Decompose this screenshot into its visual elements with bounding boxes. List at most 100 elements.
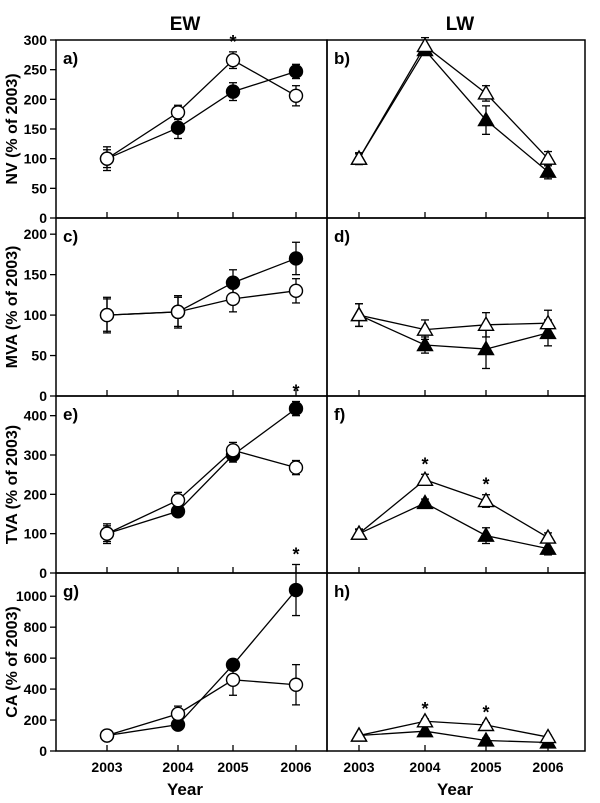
y-tick-label: 50 bbox=[31, 180, 47, 196]
series-line bbox=[106, 589, 297, 737]
data-point bbox=[99, 307, 115, 323]
panel-h: 2003 2004 2005 2006 h) * * bbox=[326, 572, 586, 775]
data-point bbox=[170, 105, 186, 120]
y-tick-label: 0 bbox=[39, 743, 47, 759]
panel-frame bbox=[326, 39, 586, 219]
data-point bbox=[288, 64, 304, 79]
significance-star: * bbox=[229, 32, 236, 52]
panel-label: f) bbox=[334, 405, 345, 424]
panel-f: f) * * bbox=[326, 395, 586, 574]
y-axis-label: NV (% of 2003) bbox=[4, 73, 21, 184]
x-tick-label: 2005 bbox=[217, 759, 248, 775]
x-axis-title-right: Year bbox=[437, 780, 473, 799]
data-point bbox=[225, 291, 241, 307]
y-tick-label: 200 bbox=[24, 486, 48, 502]
series-line bbox=[106, 679, 297, 737]
y-tick-label: 0 bbox=[39, 210, 47, 226]
data-point bbox=[350, 524, 368, 540]
series-line bbox=[358, 730, 549, 744]
data-point bbox=[539, 162, 557, 178]
data-point bbox=[288, 460, 304, 475]
series-line bbox=[358, 314, 549, 331]
x-tick-label: 2004 bbox=[162, 759, 193, 775]
y-tick-label: 50 bbox=[31, 348, 47, 364]
y-tick-label: 0 bbox=[39, 565, 47, 581]
x-tick-label: 2003 bbox=[343, 759, 374, 775]
data-point bbox=[170, 304, 186, 320]
data-point bbox=[170, 706, 186, 722]
panel-d: d) bbox=[326, 217, 586, 397]
data-point bbox=[288, 677, 304, 692]
significance-star: * bbox=[482, 475, 489, 495]
y-tick-label: 0 bbox=[39, 388, 47, 404]
data-point bbox=[477, 315, 495, 331]
data-point bbox=[225, 657, 241, 672]
data-point bbox=[539, 149, 557, 165]
series-line bbox=[106, 290, 297, 316]
y-axis-label: MVA (% of 2003) bbox=[4, 246, 21, 369]
series-line bbox=[358, 48, 549, 173]
series-line bbox=[358, 314, 549, 350]
data-point bbox=[477, 84, 495, 100]
data-point bbox=[170, 493, 186, 508]
panel-a: 0 50 100 150 200 250 300 NV (% of 2003) a) * bbox=[4, 32, 328, 226]
data-point bbox=[477, 111, 495, 127]
data-point bbox=[539, 314, 557, 330]
panel-label: a) bbox=[63, 49, 78, 68]
series-line bbox=[106, 449, 297, 535]
data-point bbox=[288, 401, 304, 416]
series-line bbox=[358, 44, 549, 160]
y-tick-label: 800 bbox=[24, 619, 48, 635]
y-tick-label: 200 bbox=[24, 91, 48, 107]
significance-star: * bbox=[292, 382, 299, 402]
series-line bbox=[106, 408, 297, 535]
data-point bbox=[416, 37, 434, 53]
data-point bbox=[288, 251, 304, 266]
panel-label: h) bbox=[334, 582, 350, 601]
data-point bbox=[99, 526, 115, 541]
data-point bbox=[225, 672, 241, 687]
data-point bbox=[539, 528, 557, 544]
data-point bbox=[477, 526, 495, 542]
significance-star: * bbox=[421, 454, 428, 474]
data-point bbox=[225, 84, 241, 99]
x-tick-label: 2005 bbox=[470, 759, 501, 775]
panel-label: g) bbox=[63, 582, 79, 601]
y-axis-label: CA (% of 2003) bbox=[4, 606, 21, 717]
y-tick-label: 400 bbox=[24, 408, 48, 424]
y-tick-label: 100 bbox=[24, 526, 48, 542]
y-tick-label: 250 bbox=[24, 62, 48, 78]
series-line bbox=[358, 502, 549, 550]
y-tick-label: 200 bbox=[24, 712, 48, 728]
series-line bbox=[106, 70, 297, 160]
y-tick-label: 150 bbox=[24, 267, 48, 283]
significance-star: * bbox=[482, 703, 489, 723]
data-point bbox=[225, 52, 241, 68]
x-tick-label: 2006 bbox=[532, 759, 563, 775]
panel-b: b) bbox=[326, 36, 586, 219]
x-tick-label: 2006 bbox=[280, 759, 311, 775]
x-tick-label: 2004 bbox=[409, 759, 440, 775]
col-title-ew: EW bbox=[170, 14, 201, 35]
data-point bbox=[225, 275, 241, 290]
data-point bbox=[288, 582, 304, 598]
y-tick-label: 400 bbox=[24, 681, 48, 697]
panel-label: e) bbox=[63, 405, 78, 424]
data-point bbox=[99, 728, 115, 743]
series-line bbox=[106, 59, 297, 160]
y-tick-label: 300 bbox=[24, 32, 48, 48]
data-point bbox=[416, 470, 434, 486]
data-point bbox=[416, 494, 434, 510]
x-axis-title-left: Year bbox=[167, 780, 203, 799]
y-tick-label: 150 bbox=[24, 121, 48, 137]
data-point bbox=[539, 539, 557, 555]
x-tick-label: 2003 bbox=[91, 759, 122, 775]
data-point bbox=[416, 722, 434, 738]
panel-label: c) bbox=[63, 227, 78, 246]
data-point bbox=[477, 492, 495, 508]
data-point bbox=[416, 320, 434, 336]
data-point bbox=[416, 712, 434, 728]
data-point bbox=[99, 151, 115, 166]
panel-label: d) bbox=[334, 227, 350, 246]
data-point bbox=[477, 731, 495, 747]
